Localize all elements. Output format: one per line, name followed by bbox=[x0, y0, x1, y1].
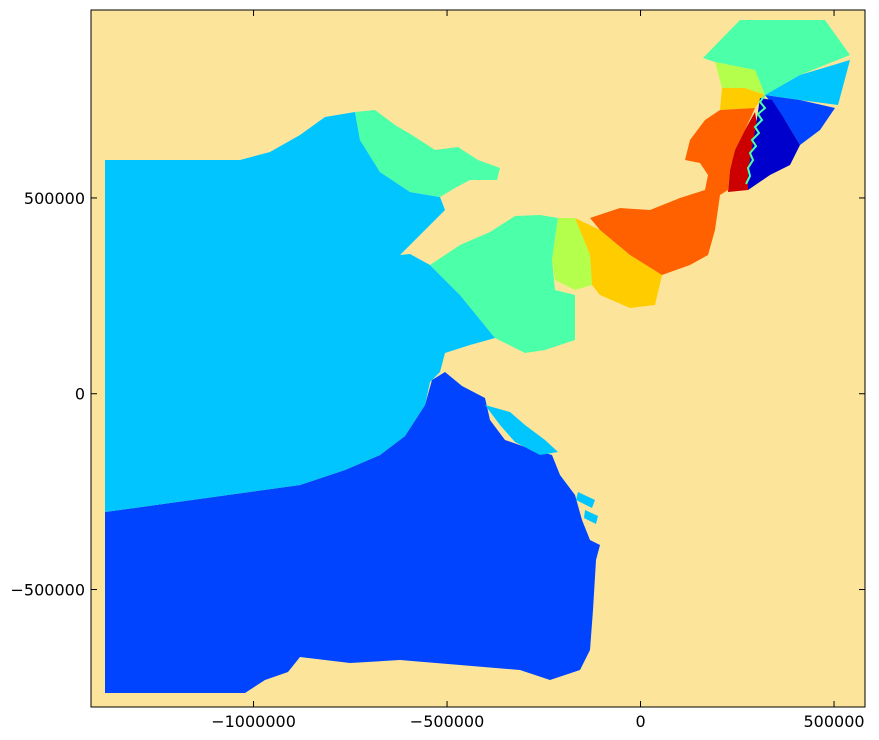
zone-blue-northeast bbox=[765, 95, 835, 145]
zone-cyan-strip-b bbox=[576, 492, 595, 508]
x-tick-label: −500000 bbox=[410, 712, 484, 731]
zone-blue-south bbox=[105, 372, 600, 693]
zone-aquamarine-north bbox=[355, 110, 500, 197]
y-tick-label: 500000 bbox=[24, 189, 85, 208]
zone-yellowgreen-channel bbox=[552, 218, 592, 290]
zone-yellow-northeast bbox=[720, 88, 765, 110]
axis-ticks: −1000000 −500000 0 500000 500000 0 −500000 bbox=[11, 10, 865, 731]
zone-cyan-strip-a bbox=[485, 405, 558, 455]
zone-front-boundary bbox=[745, 94, 767, 185]
zone-orange bbox=[590, 108, 755, 275]
zone-cyan-west bbox=[105, 112, 495, 512]
axes-frame bbox=[90, 9, 866, 708]
x-tick-label: 500000 bbox=[804, 712, 865, 731]
y-tick-label: 0 bbox=[75, 385, 85, 404]
x-tick-label: 0 bbox=[635, 712, 645, 731]
zone-cyan-northeast bbox=[765, 60, 850, 105]
zone-red bbox=[728, 112, 758, 192]
zone-cyan-strip-c bbox=[584, 510, 598, 524]
zone-yellow-channel bbox=[575, 218, 662, 308]
x-tick-label: −1000000 bbox=[211, 712, 296, 731]
zone-aquamarine-northeast bbox=[703, 20, 850, 95]
zone-aquamarine-channel bbox=[430, 215, 575, 353]
zone-yellowgreen-northeast bbox=[715, 62, 765, 95]
map-plot-area bbox=[91, 10, 865, 707]
y-tick-label: −500000 bbox=[11, 581, 85, 600]
